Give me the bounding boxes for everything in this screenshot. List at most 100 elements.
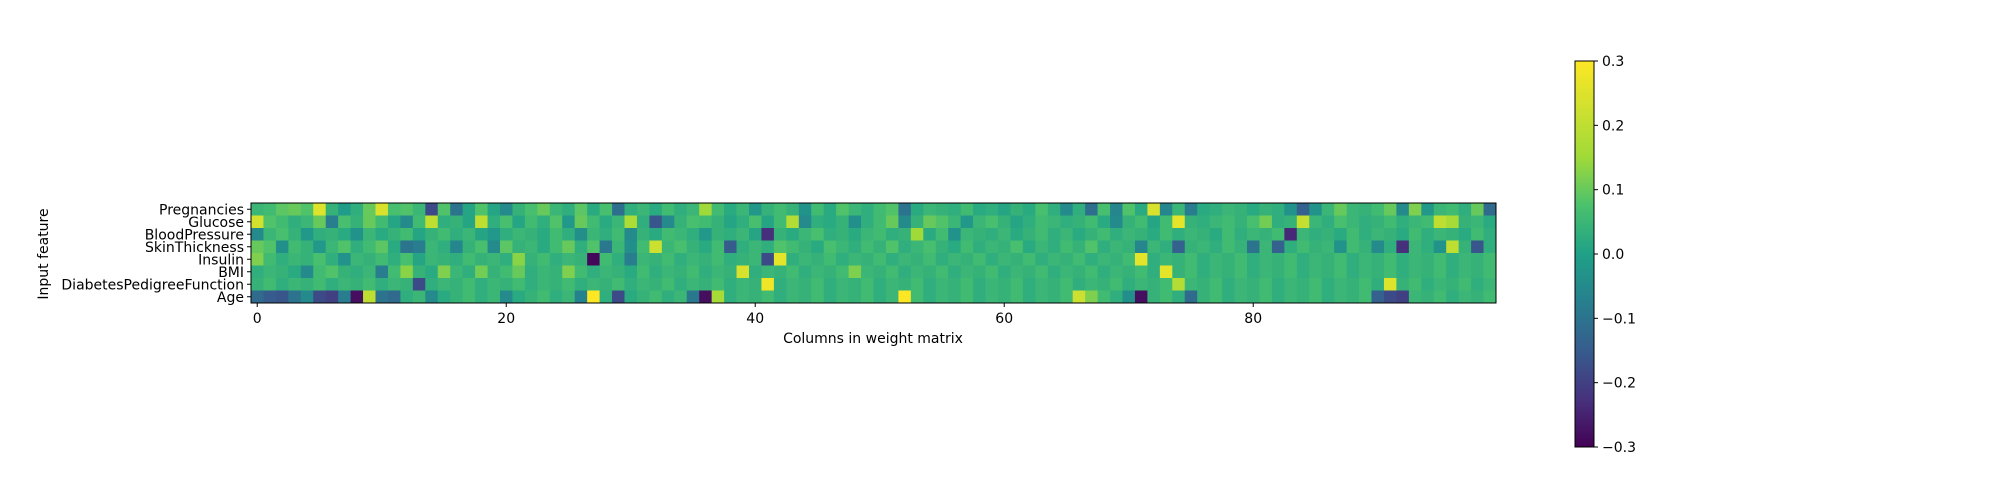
- heatmap-cell: [798, 203, 812, 216]
- colorbar-tick-label: 0.3: [1602, 54, 1624, 70]
- heatmap-cell: [1209, 265, 1223, 279]
- heatmap-cell: [749, 278, 762, 291]
- heatmap-cell: [1284, 215, 1298, 229]
- heatmap-cell: [300, 228, 314, 241]
- heatmap-cell: [836, 215, 849, 229]
- y-tick-label: DiabetesPedigreeFunction: [61, 277, 244, 293]
- heatmap-cell: [699, 240, 713, 254]
- y-tick-label: Insulin: [198, 252, 244, 268]
- heatmap-cell: [338, 290, 351, 304]
- heatmap-cell: [1334, 265, 1347, 279]
- heatmap-cell: [288, 228, 302, 241]
- heatmap-cell: [1334, 203, 1347, 216]
- heatmap-cell: [574, 278, 588, 291]
- heatmap-cell: [1371, 203, 1385, 216]
- colorbar-tick-label: −0.3: [1602, 440, 1636, 456]
- heatmap-cell: [450, 228, 464, 241]
- heatmap-cell: [1072, 290, 1086, 304]
- heatmap-cell: [1408, 203, 1422, 216]
- heatmap-cell: [524, 278, 538, 291]
- heatmap-cell: [749, 290, 762, 304]
- heatmap-cell: [786, 215, 800, 229]
- heatmap-cell: [1197, 253, 1211, 266]
- heatmap-cell: [773, 278, 787, 291]
- heatmap-cell: [1446, 265, 1460, 279]
- heatmap-cell: [363, 278, 376, 291]
- heatmap-cell: [1222, 240, 1235, 254]
- heatmap-cell: [998, 265, 1011, 279]
- heatmap-cell: [885, 290, 899, 304]
- heatmap-cell: [263, 203, 277, 216]
- heatmap-cell: [686, 215, 700, 229]
- heatmap-cell: [1234, 228, 1248, 241]
- heatmap-cell: [1433, 265, 1447, 279]
- heatmap-cell: [1197, 203, 1211, 216]
- heatmap-cell: [387, 203, 401, 216]
- heatmap-cell: [1483, 265, 1497, 279]
- heatmap-cell: [636, 290, 650, 304]
- heatmap-cell: [636, 278, 650, 291]
- heatmap-cell: [350, 265, 364, 279]
- heatmap-cell: [549, 265, 563, 279]
- heatmap-cell: [437, 203, 451, 216]
- heatmap-cell: [873, 265, 887, 279]
- heatmap-cell: [649, 203, 663, 216]
- heatmap-cell: [711, 278, 725, 291]
- colorbar-tick-label: 0.0: [1602, 247, 1624, 263]
- heatmap-cell: [1309, 278, 1323, 291]
- heatmap-cell: [437, 290, 451, 304]
- heatmap-cell: [1458, 228, 1472, 241]
- heatmap-cell: [998, 228, 1011, 241]
- heatmap-cell: [313, 240, 327, 254]
- heatmap-cell: [1047, 228, 1061, 241]
- heatmap-cell: [811, 215, 825, 229]
- heatmap-cell: [1147, 215, 1161, 229]
- heatmap-cell: [1085, 253, 1098, 266]
- heatmap-cell: [549, 253, 563, 266]
- heatmap-cell: [699, 228, 713, 241]
- heatmap-cell: [836, 240, 849, 254]
- heatmap-cell: [587, 228, 600, 241]
- heatmap-cell: [475, 240, 488, 254]
- heatmap-cell: [587, 253, 600, 266]
- heatmap-cell: [998, 253, 1011, 266]
- heatmap-cell: [1184, 265, 1198, 279]
- heatmap-cell: [1446, 240, 1460, 254]
- heatmap-cell: [1010, 215, 1024, 229]
- heatmap-cell: [686, 228, 700, 241]
- heatmap-cell: [512, 240, 526, 254]
- heatmap-cell: [587, 265, 600, 279]
- heatmap-cell: [1184, 215, 1198, 229]
- heatmap-cell: [1222, 265, 1235, 279]
- heatmap-cell: [761, 265, 775, 279]
- heatmap-cell: [1259, 215, 1273, 229]
- heatmap-cell: [1172, 290, 1186, 304]
- heatmap-cell: [450, 278, 464, 291]
- heatmap-cell: [836, 278, 849, 291]
- heatmap-cell: [1483, 240, 1497, 254]
- heatmap-cell: [313, 253, 327, 266]
- heatmap-cell: [811, 290, 825, 304]
- heatmap-cell: [313, 215, 327, 229]
- heatmap-cell: [1271, 240, 1285, 254]
- x-axis-ticks: 0 20 40 60 80: [253, 303, 1262, 327]
- heatmap-cell: [300, 265, 314, 279]
- heatmap-cell: [1022, 265, 1036, 279]
- heatmap-cell: [823, 265, 837, 279]
- heatmap-cell: [786, 253, 800, 266]
- heatmap-cell: [1271, 228, 1285, 241]
- heatmap-cell: [1085, 228, 1098, 241]
- heatmap-cell: [1047, 278, 1061, 291]
- heatmap-cell: [711, 228, 725, 241]
- heatmap-cell: [1433, 290, 1447, 304]
- heatmap-cell: [1122, 253, 1136, 266]
- heatmap-cell: [724, 265, 737, 279]
- heatmap-cell: [587, 203, 600, 216]
- heatmap-cell: [437, 253, 451, 266]
- heatmap-cell: [873, 203, 887, 216]
- heatmap-cell: [910, 278, 924, 291]
- heatmap-cell: [549, 203, 563, 216]
- heatmap-cell: [1222, 215, 1235, 229]
- heatmap-cell: [923, 278, 937, 291]
- heatmap-cell: [1035, 240, 1049, 254]
